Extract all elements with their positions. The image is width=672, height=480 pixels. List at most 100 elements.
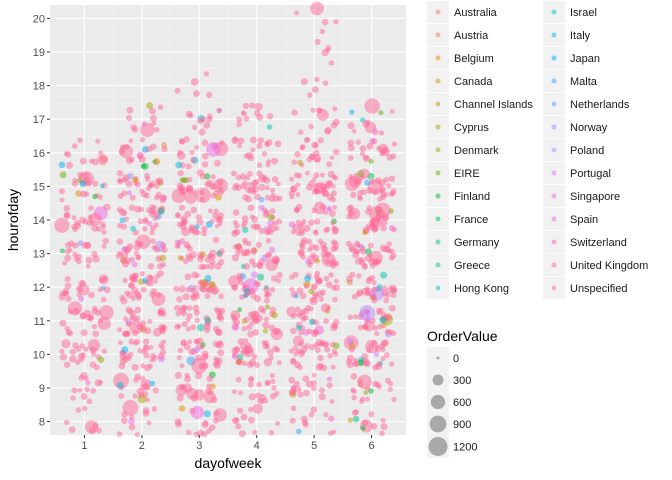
data-point — [99, 183, 105, 189]
data-point — [251, 353, 258, 360]
data-point — [289, 286, 295, 292]
data-point — [321, 49, 329, 57]
data-point — [79, 180, 87, 188]
data-point — [375, 361, 382, 368]
data-point — [388, 175, 396, 182]
data-point — [87, 314, 94, 321]
data-point — [266, 124, 273, 130]
data-point — [185, 286, 192, 293]
data-point — [71, 215, 77, 221]
data-point — [248, 416, 255, 424]
data-point — [348, 346, 355, 353]
data-point — [75, 346, 82, 352]
data-point — [317, 238, 323, 244]
data-point — [185, 317, 191, 323]
data-point — [288, 221, 296, 228]
data-point — [267, 229, 274, 235]
data-point — [176, 221, 183, 227]
y-tick-label: 16 — [33, 148, 45, 160]
data-point — [330, 220, 336, 226]
data-point — [370, 286, 378, 294]
data-point — [390, 292, 397, 299]
data-point — [242, 237, 248, 244]
data-point — [65, 295, 72, 302]
data-point — [186, 184, 194, 192]
data-point — [137, 153, 144, 160]
data-point — [197, 429, 205, 437]
data-point — [127, 172, 134, 180]
data-point — [288, 376, 296, 384]
data-point — [183, 343, 191, 351]
data-point — [151, 292, 166, 306]
data-point — [256, 273, 265, 281]
data-point — [328, 415, 335, 422]
data-point — [354, 240, 361, 248]
data-point — [77, 137, 83, 143]
size-legend-label: 1200 — [453, 442, 477, 454]
data-point — [289, 417, 296, 424]
data-point — [240, 413, 248, 421]
data-point — [308, 180, 316, 188]
data-point — [270, 286, 276, 292]
data-point — [310, 107, 316, 113]
size-legend-key — [427, 413, 449, 435]
data-point — [75, 359, 81, 365]
data-point — [351, 128, 357, 134]
data-point — [270, 187, 276, 193]
data-point — [125, 157, 133, 165]
data-point — [146, 420, 152, 426]
legend-label: Greece — [454, 260, 490, 272]
data-point — [256, 262, 264, 270]
data-point — [193, 389, 205, 401]
data-point — [274, 390, 280, 397]
data-point — [333, 148, 340, 156]
data-point — [191, 228, 199, 236]
data-point — [371, 423, 378, 430]
data-point — [262, 321, 270, 329]
data-point — [133, 251, 139, 256]
data-point — [204, 327, 211, 334]
data-point — [299, 292, 307, 300]
data-point — [206, 91, 213, 99]
size-legend-title: OrderValue — [427, 328, 498, 344]
data-point — [295, 203, 303, 211]
data-point — [116, 238, 124, 245]
data-point — [298, 250, 305, 257]
data-point — [82, 405, 88, 412]
data-point — [383, 352, 390, 359]
data-point — [310, 252, 316, 258]
data-point — [364, 287, 372, 294]
data-point — [243, 347, 251, 354]
data-point — [318, 393, 326, 401]
data-point — [95, 138, 101, 144]
data-point — [255, 281, 261, 287]
data-point — [149, 357, 155, 363]
data-point — [296, 428, 302, 435]
data-point — [98, 150, 104, 156]
data-point — [363, 390, 368, 395]
size-legend-swatch — [430, 394, 446, 410]
data-point — [275, 421, 280, 426]
data-point — [248, 393, 256, 401]
data-point — [265, 258, 279, 272]
data-point — [330, 196, 336, 203]
data-point — [322, 246, 329, 253]
data-point — [311, 283, 318, 290]
data-point — [218, 248, 225, 255]
data-point — [134, 205, 142, 213]
data-point — [190, 287, 196, 294]
data-point — [177, 170, 184, 177]
y-tick-label: 13 — [33, 249, 45, 261]
x-axis-title: dayofweek — [195, 455, 263, 471]
data-point — [121, 251, 129, 259]
y-tick-label: 17 — [33, 114, 45, 126]
data-point — [383, 297, 390, 304]
data-point — [150, 288, 158, 295]
data-point — [206, 113, 213, 120]
data-point — [91, 224, 99, 232]
data-point — [66, 161, 73, 169]
data-point — [139, 376, 146, 382]
legend-label: Hong Kong — [454, 283, 509, 295]
data-point — [98, 277, 105, 284]
data-point — [247, 406, 254, 413]
